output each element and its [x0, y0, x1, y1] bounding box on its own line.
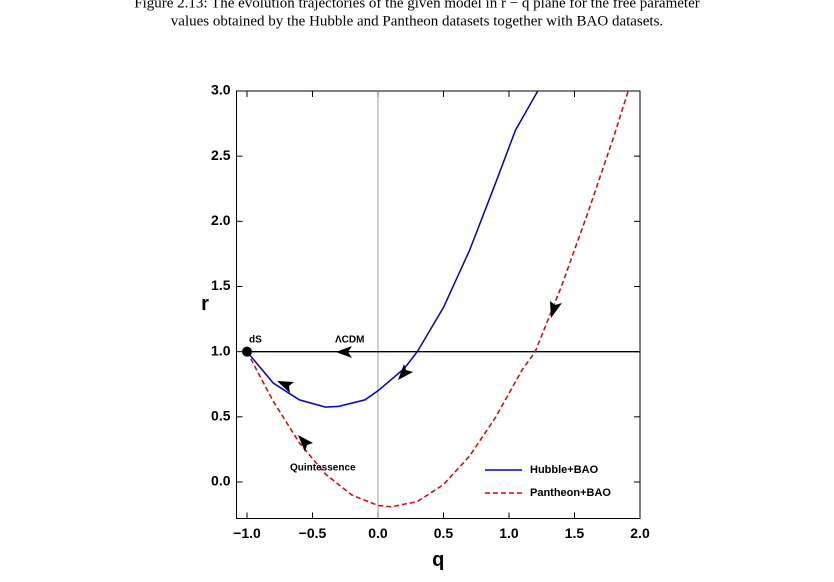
ds-point [241, 346, 252, 357]
series-line [246, 90, 539, 408]
x-tick-label: 1.0 [499, 525, 519, 541]
x-tick-label: 0.5 [434, 525, 454, 541]
legend-label: Hubble+BAO [530, 464, 599, 476]
y-tick-label: 1.0 [211, 342, 231, 358]
arrow [277, 381, 294, 393]
series-line [246, 90, 629, 508]
arrow [298, 435, 313, 452]
caption-line: values obtained by the Hubble and Panthe… [171, 13, 663, 29]
y-tick-label: 0.5 [211, 408, 231, 424]
plot: −1.0 −0.5 0.0 0.5 1.0 1.5 2.0 0.0 0.5 1.0 1.5 2.0 2.… [201, 82, 650, 571]
lcdm-label: ΛCDM [335, 334, 364, 345]
arrows [277, 301, 562, 452]
x-tick-label: −1.0 [233, 525, 261, 541]
x-tick-label: 2.0 [630, 525, 650, 541]
plot-frame [236, 90, 641, 519]
x-tick-label: 1.5 [565, 525, 585, 541]
arrow [336, 346, 352, 358]
x-tick-label: −0.5 [299, 525, 327, 541]
y-tick-label: 3.0 [211, 82, 231, 98]
y-tick-label: 2.0 [211, 212, 231, 228]
x-axis-label: q [432, 549, 444, 571]
y-tick-label: 1.5 [211, 277, 231, 293]
x-tick-label: 0.0 [368, 525, 388, 541]
legend-label: Pantheon+BAO [530, 487, 611, 499]
caption-line: Figure 2.13: The evolution trajectories … [134, 0, 700, 11]
arrow [550, 301, 562, 318]
ds-label: dS [249, 334, 262, 345]
y-tick-label: 0.0 [211, 473, 231, 489]
arrow [398, 364, 413, 380]
y-tick-label: 2.5 [211, 147, 231, 163]
y-axis-label: r [201, 293, 209, 315]
quintessence-label: Quintessence [290, 463, 356, 474]
